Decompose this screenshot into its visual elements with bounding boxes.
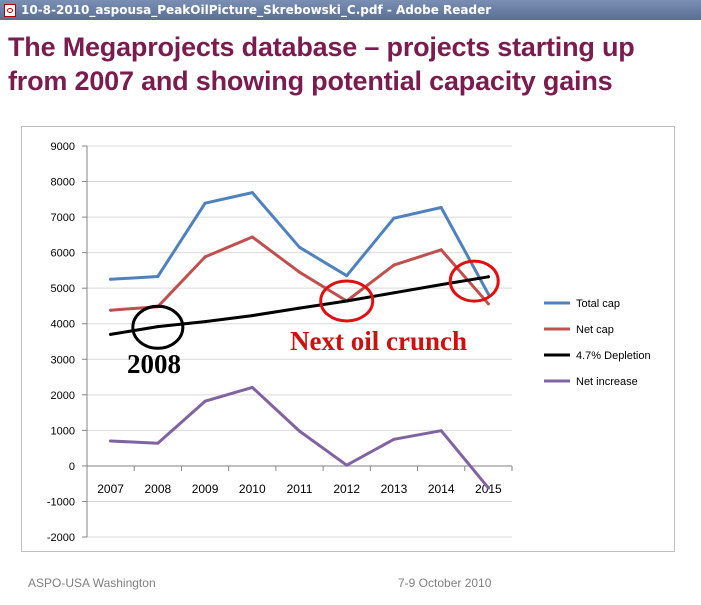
chart-frame: 9000 8000 7000 6000 5000 4000 3000 2000 1000 0 -10… [21, 126, 675, 552]
highlight-circle [319, 279, 375, 323]
data-point [486, 302, 490, 306]
data-point [439, 248, 443, 252]
y-tick-label: 4000 [51, 319, 75, 331]
data-point [392, 437, 396, 441]
legend-label: Net cap [576, 324, 614, 336]
data-point [298, 245, 301, 249]
data-point [439, 283, 443, 287]
y-tick-label: 7000 [51, 212, 75, 224]
y-tick-label: 1000 [51, 425, 75, 437]
data-point [203, 201, 207, 205]
series-line-3 [109, 385, 490, 490]
data-point [298, 429, 301, 433]
x-tick-label: 2012 [333, 482, 360, 496]
series-line-0 [109, 191, 490, 296]
data-point [345, 299, 349, 303]
data-point [203, 255, 207, 259]
x-tick-label: 2008 [144, 482, 171, 496]
data-point [203, 399, 207, 403]
data-point [392, 263, 396, 267]
data-point [109, 439, 113, 443]
data-point [486, 486, 490, 490]
y-tick-label: -2000 [47, 532, 75, 544]
data-point [156, 274, 160, 278]
y-tick-label: 8000 [51, 177, 75, 189]
x-tick-label: 2007 [97, 482, 124, 496]
data-point [392, 216, 396, 220]
y-tick-label: 6000 [51, 248, 75, 260]
y-tick-label: 2000 [51, 390, 75, 402]
data-point [109, 277, 113, 281]
data-point [109, 308, 113, 312]
highlight-circle [131, 304, 185, 350]
highlight-circle [448, 259, 500, 303]
data-point [486, 275, 490, 279]
y-tick-label: 9000 [51, 141, 75, 153]
data-point [298, 306, 301, 310]
data-point [156, 441, 160, 445]
data-point [439, 205, 443, 209]
data-point [109, 332, 113, 336]
footer-date: 7-9 October 2010 [398, 576, 492, 590]
x-tick-label: 2009 [192, 482, 219, 496]
data-point [250, 235, 254, 239]
x-tick-label: 2011 [287, 482, 313, 496]
y-tick-label: 5000 [51, 283, 75, 295]
window-title-bar: 10-8-2010_aspousa_PeakOilPicture_Skrebow… [0, 0, 701, 20]
y-tick-label: -1000 [47, 496, 75, 508]
data-point [345, 274, 349, 278]
data-point [203, 320, 207, 324]
footer-location: ASPO-USA Washington [28, 576, 156, 590]
legend-label: Net increase [576, 376, 638, 388]
data-point [250, 314, 254, 318]
data-point [345, 463, 349, 467]
legend-label: 4.7% Depletion [576, 350, 651, 362]
x-tick-label: 2014 [428, 482, 455, 496]
annotation-next-oil-crunch: Next oil crunch [290, 326, 467, 356]
window-title: 10-8-2010_aspousa_PeakOilPicture_Skrebow… [21, 3, 492, 17]
data-point [250, 191, 254, 195]
line-chart: 9000 8000 7000 6000 5000 4000 3000 2000 1000 0 -10… [47, 141, 651, 544]
data-point [156, 325, 160, 329]
data-point [250, 385, 254, 389]
legend-label: Total cap [576, 298, 620, 310]
slide-title: The Megaprojects database – projects sta… [8, 32, 635, 96]
pdf-document-icon [4, 3, 16, 17]
y-tick-label: 3000 [51, 354, 75, 366]
data-point [392, 291, 396, 295]
data-point [439, 429, 443, 433]
data-point [298, 270, 301, 274]
y-tick-label: 0 [69, 461, 75, 473]
annotation-2008: 2008 [127, 349, 181, 379]
x-tick-label: 2010 [239, 482, 266, 496]
x-tick-label: 2013 [381, 482, 408, 496]
